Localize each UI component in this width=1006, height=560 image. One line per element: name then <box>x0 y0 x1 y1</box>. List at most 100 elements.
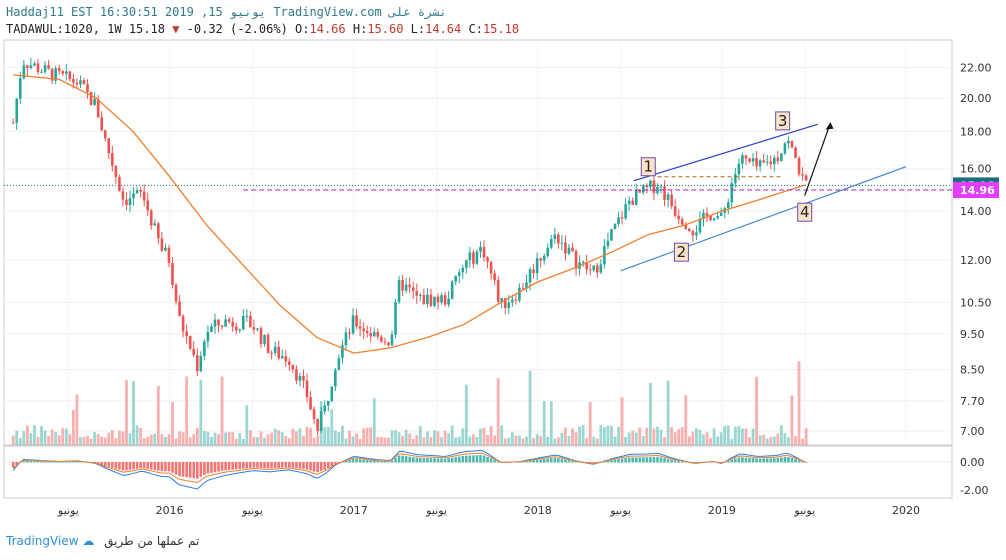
histogram-bar <box>203 462 206 475</box>
candle-body <box>334 369 337 387</box>
histogram-bar <box>408 456 411 463</box>
volume-bar <box>751 428 755 445</box>
histogram-bar <box>415 457 419 463</box>
volume-bar <box>312 437 316 445</box>
volume-bar <box>673 432 677 445</box>
histogram-bar <box>401 455 404 463</box>
candle-body <box>96 98 100 118</box>
open-label: O: <box>295 22 310 36</box>
volume-bar <box>348 430 351 445</box>
candle-body <box>627 200 631 205</box>
candle-body <box>521 287 525 289</box>
indicator-pane[interactable] <box>3 445 953 499</box>
volume-bar <box>43 430 47 445</box>
wave-label-box <box>797 202 813 222</box>
volume-bar <box>33 425 36 445</box>
histogram-bar <box>496 461 500 463</box>
candle-body <box>284 356 288 362</box>
histogram-bar <box>273 462 277 469</box>
histogram-bar <box>730 459 734 463</box>
candle-body <box>355 315 358 327</box>
candle-body <box>755 158 758 167</box>
candle-body <box>316 419 319 431</box>
price-axis[interactable]: 22.00 20.00 18.00 16.00 14.00 12.00 10.50 9.50 8… <box>953 62 999 497</box>
candle-body <box>397 280 401 303</box>
histogram-bar <box>606 460 610 463</box>
histogram-bar <box>383 460 387 463</box>
volume-bar <box>224 432 228 445</box>
histogram-bar <box>132 462 135 470</box>
volume-bar <box>560 432 564 445</box>
candle-body <box>312 409 316 420</box>
histogram-bar <box>298 462 302 469</box>
volume-bar <box>525 436 528 445</box>
candle-body <box>549 238 553 248</box>
candle-body <box>758 160 762 167</box>
volume-bar <box>408 433 412 445</box>
candle-body <box>642 185 645 193</box>
volume-bar <box>199 379 203 445</box>
candle-body <box>259 328 263 344</box>
candle-body <box>326 400 330 406</box>
time-tick-label: 2018 <box>524 504 552 517</box>
candle-body <box>142 191 146 201</box>
volume-bar <box>110 430 114 445</box>
candle-body <box>574 251 578 269</box>
histogram-bar <box>486 456 489 463</box>
histogram-bar <box>96 462 100 464</box>
volume-bar <box>712 428 716 445</box>
histogram-bar <box>642 457 645 463</box>
candle-body <box>730 183 734 203</box>
price-tick-label: 12.00 <box>960 254 992 267</box>
candle-body <box>695 232 698 236</box>
candle-body <box>553 234 557 239</box>
candle-body <box>54 68 57 81</box>
histogram-bar <box>475 455 479 463</box>
candle-body <box>15 98 19 123</box>
candle-body <box>369 333 373 337</box>
volume-bar <box>532 438 535 445</box>
histogram-bar <box>780 457 783 463</box>
candle-body <box>415 291 419 296</box>
histogram-bar <box>146 462 150 469</box>
wave-label-box <box>775 111 791 131</box>
symbol-label[interactable]: TADAWUL:1020, 1W <box>6 22 122 36</box>
tradingview-logo[interactable]: TradingView <box>6 534 79 548</box>
volume-bar <box>245 405 249 445</box>
candle-body <box>18 78 22 99</box>
histogram-bar <box>111 462 114 468</box>
volume-bar <box>309 427 312 445</box>
histogram-bar <box>546 458 550 463</box>
time-axis[interactable]: يونيو 2016 يونيو 2017 يونيو 2018 يونيو 2019 يوني… <box>57 504 920 517</box>
candle-body <box>61 71 65 74</box>
candle-body <box>426 294 429 304</box>
histogram-bar <box>539 459 542 463</box>
volume-bar <box>436 431 440 445</box>
volume-bar <box>61 428 65 445</box>
histogram-bar <box>195 462 199 479</box>
candle-body <box>128 198 132 206</box>
price-tick-label: 9.50 <box>960 328 985 341</box>
volume-bar <box>510 432 514 445</box>
price-tick-label: 22.00 <box>960 62 992 75</box>
histogram-bar <box>411 457 415 463</box>
price-pane[interactable] <box>3 39 953 446</box>
volume-bar <box>592 436 596 445</box>
histogram-bar <box>376 460 380 463</box>
histogram-bar <box>525 461 528 463</box>
volume-bar <box>192 434 196 445</box>
histogram-bar <box>663 458 666 463</box>
time-tick-label: يونيو <box>793 504 815 517</box>
histogram-bar <box>762 458 765 463</box>
volume-bar <box>15 430 19 445</box>
tradingview-footer[interactable]: TradingView ☁ تم عملها من طريق <box>6 534 199 548</box>
histogram-bar <box>532 460 535 463</box>
candle-body <box>588 269 592 271</box>
volume-bar <box>518 435 521 445</box>
volume-bar <box>107 432 111 445</box>
histogram-bar <box>804 462 808 463</box>
histogram-bar <box>362 459 365 463</box>
volume-bar <box>755 376 758 445</box>
histogram-bar <box>659 457 663 463</box>
